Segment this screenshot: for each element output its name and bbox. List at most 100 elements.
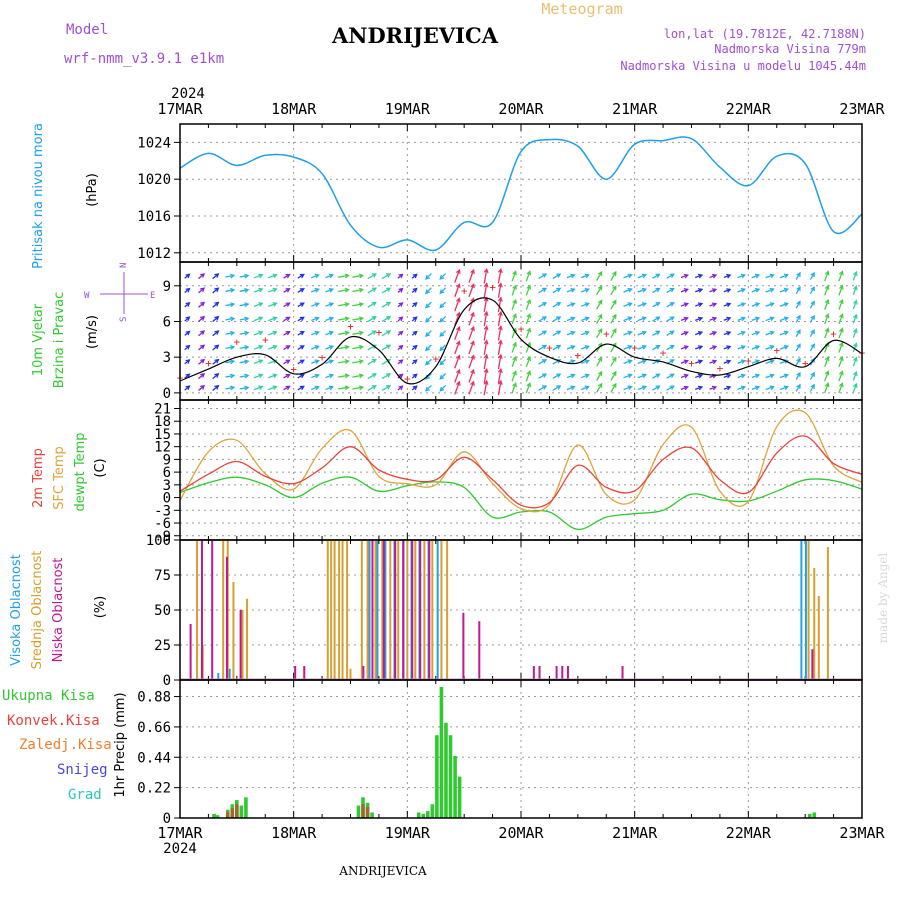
- wind-arrow-head: [258, 330, 264, 336]
- wind-arrow: [809, 286, 815, 295]
- wind-arrow-head: [230, 385, 236, 391]
- wind-arrow-head: [272, 330, 278, 336]
- wind-arrow-head: [597, 270, 603, 277]
- wind-arrow: [637, 331, 647, 336]
- wind-arrow: [525, 313, 531, 325]
- precip-bar: [421, 813, 426, 818]
- wind-arrow-head: [584, 373, 590, 379]
- wind-arrow: [838, 285, 844, 296]
- wind-arrow: [737, 317, 746, 322]
- wind-arrow-head: [244, 316, 250, 322]
- wind-arrow: [497, 326, 502, 341]
- wind-arrow-head: [386, 316, 392, 321]
- wind-arrow-head: [371, 385, 377, 390]
- legend-hail: Grad: [68, 787, 102, 803]
- wind-arrow-head: [556, 302, 562, 307]
- y-tick-label: 0.88: [137, 690, 171, 706]
- conv-precip-bar: [235, 804, 239, 818]
- wind-arrow-head: [398, 273, 404, 279]
- wind-arrow: [666, 373, 675, 379]
- wind-label-1: 10m Vjetar: [31, 303, 46, 376]
- wind-arrow: [538, 344, 547, 351]
- wind-arrow: [311, 345, 319, 350]
- wind-arrow: [737, 374, 746, 379]
- time-label-top: 23MAR: [839, 100, 885, 118]
- wind-arrow: [666, 273, 675, 279]
- wind-arrow-head: [839, 313, 844, 319]
- elevation-text: Nadmorska Visina 779m: [714, 42, 866, 56]
- wind-arrow-head: [641, 287, 647, 293]
- wind-arrow: [425, 287, 432, 294]
- wind-arrow-head: [470, 283, 475, 289]
- wind-arrow-head: [483, 325, 489, 331]
- wind-arrow: [552, 330, 561, 337]
- wind-arrow-head: [425, 274, 430, 280]
- wind-arrow-head: [740, 359, 746, 364]
- wind-arrow: [809, 301, 815, 309]
- wind-arrow-head: [358, 302, 365, 307]
- wind-arrow-head: [838, 284, 844, 290]
- wind-arrow: [765, 359, 774, 364]
- wind-arrow: [779, 274, 789, 279]
- wind-arrow-head: [285, 273, 291, 279]
- wind-arrow-head: [655, 316, 661, 321]
- wind-arrow: [525, 371, 531, 382]
- wind-arrow-head: [612, 285, 617, 291]
- wind-arrow-head: [344, 330, 350, 336]
- y-tick-label: 15: [154, 427, 171, 443]
- wind-arrow: [511, 313, 517, 325]
- wind-arrow-head: [769, 302, 775, 307]
- year-label-bottom: 2024: [163, 841, 197, 857]
- wind-arrow: [311, 359, 319, 364]
- wind-arrow-head: [584, 385, 590, 391]
- wind-arrow: [652, 345, 660, 351]
- wind-arrow-head: [439, 346, 445, 352]
- wind-arrow: [267, 316, 277, 322]
- wind-arrow: [580, 374, 589, 379]
- wind-arrow-head: [838, 270, 844, 276]
- wind-arrow: [824, 271, 829, 282]
- wind-arrow-head: [424, 303, 430, 309]
- time-label-bottom: 20MAR: [498, 824, 544, 842]
- wind-arrow-head: [627, 330, 633, 336]
- wind-arrow-head: [412, 359, 418, 364]
- wind-arrow-head: [627, 385, 633, 390]
- y-tick-label: 1016: [137, 209, 171, 225]
- wind-arrow: [666, 330, 675, 336]
- y-tick-label: 75: [154, 568, 171, 584]
- clouds-panel: 0 25 50 75 100: [146, 533, 863, 689]
- wind-arrow: [497, 269, 502, 284]
- wind-gust-mark: +: [575, 349, 582, 362]
- wind-arrow: [367, 359, 377, 365]
- wind-gust-mark: +: [830, 327, 837, 340]
- wind-arrow-head: [655, 302, 661, 307]
- precip-bar: [807, 813, 812, 818]
- wind-gust-mark: +: [773, 344, 780, 357]
- wind-arrow-head: [214, 372, 220, 378]
- wind-arrow-head: [755, 359, 761, 364]
- wind-arrow-head: [272, 316, 278, 321]
- wind-arrow-head: [314, 359, 320, 365]
- wind-arrow: [483, 311, 488, 327]
- wind-arrow: [795, 286, 801, 295]
- wind-arrow-head: [655, 359, 661, 364]
- wind-arrow: [779, 345, 789, 350]
- wind-arrow: [824, 371, 829, 382]
- wind-arrow-head: [597, 299, 603, 305]
- wind-arrow: [623, 274, 632, 279]
- wind-arrow: [580, 331, 589, 336]
- wind-gust-mark: +: [234, 336, 241, 349]
- wind-arrow-head: [556, 385, 562, 390]
- wind-arrow-head: [358, 273, 365, 279]
- wind-arrow: [525, 342, 531, 353]
- wind-arrow-head: [655, 330, 661, 336]
- wind-arrow: [483, 340, 488, 355]
- wind-arrow-head: [328, 273, 335, 279]
- wind-arrow: [225, 374, 235, 378]
- wind-arrow: [511, 299, 517, 310]
- wind-arrow-head: [483, 282, 489, 288]
- y-tick-label: 9: [163, 452, 171, 468]
- wind-arrow-head: [200, 372, 206, 378]
- wind-arrow-head: [584, 330, 590, 336]
